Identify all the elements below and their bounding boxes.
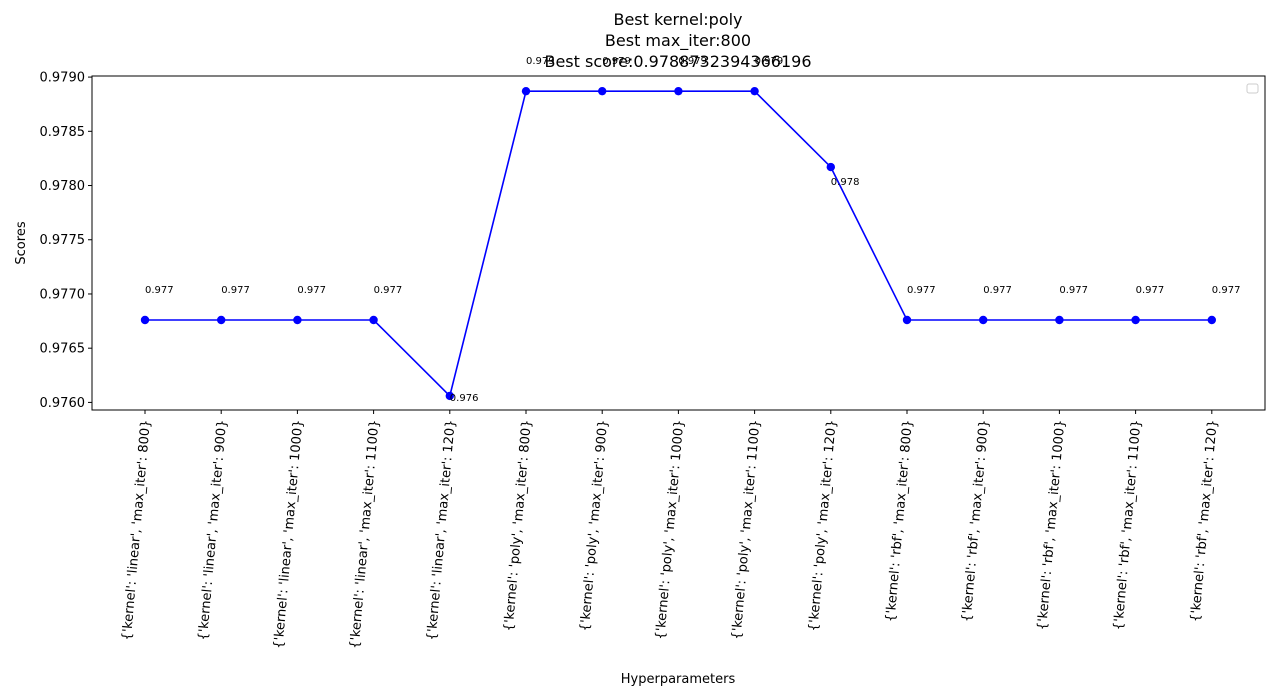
data-label: 0.978 xyxy=(831,177,860,188)
data-label: 0.977 xyxy=(297,285,326,296)
data-label: 0.977 xyxy=(1059,285,1088,296)
x-tick-label: {'kernel': 'rbf', 'max_iter': 800} xyxy=(883,419,916,623)
data-point xyxy=(598,86,607,96)
legend xyxy=(1246,83,1259,94)
data-point xyxy=(979,315,988,325)
data-point xyxy=(445,391,454,401)
y-tick-label: 0.9765 xyxy=(40,342,86,357)
series-line xyxy=(145,90,1212,398)
y-tick-label: 0.9785 xyxy=(40,125,86,140)
data-label: 0.977 xyxy=(983,285,1012,296)
chart-title-line: Best max_iter:800 xyxy=(605,31,751,51)
data-point xyxy=(521,86,531,96)
y-tick-label: 0.9770 xyxy=(40,287,86,302)
data-label: 0.977 xyxy=(221,285,250,296)
data-point xyxy=(902,315,912,325)
x-tick-label: {'kernel': 'rbf', 'max_iter': 1100} xyxy=(1111,419,1144,631)
y-tick-label: 0.9760 xyxy=(40,396,86,411)
data-points xyxy=(140,86,1217,401)
y-axis-label: Scores xyxy=(14,221,29,264)
data-point xyxy=(1131,315,1140,325)
y-tick-label: 0.9790 xyxy=(40,71,86,86)
data-label: 0.979 xyxy=(678,56,707,67)
plot-area xyxy=(91,75,1266,411)
data-label: 0.977 xyxy=(1212,285,1241,296)
x-tick-label: {'kernel': 'linear', 'max_iter': 900} xyxy=(196,419,230,641)
chart-title-line: Best kernel:poly xyxy=(613,10,742,29)
data-point xyxy=(674,86,683,96)
data-label: 0.976 xyxy=(450,393,479,404)
x-tick-label: {'kernel': 'poly', 'max_iter': 120} xyxy=(806,419,839,632)
data-point xyxy=(1055,315,1064,325)
data-label: 0.979 xyxy=(755,56,784,67)
y-tick-label: 0.9775 xyxy=(40,233,86,248)
data-label: 0.977 xyxy=(374,285,403,296)
x-tick-label: {'kernel': 'linear', 'max_iter': 800} xyxy=(120,419,154,641)
data-point xyxy=(140,315,150,325)
data-label: 0.979 xyxy=(602,56,631,67)
series-polyline xyxy=(145,90,1212,398)
y-axis: 0.9760 0.9765 0.9770 0.9775 0.9780 0.9785 0.97… xyxy=(40,71,92,411)
x-tick-label: {'kernel': 'rbf', 'max_iter': 1000} xyxy=(1035,419,1068,631)
data-point xyxy=(369,315,378,325)
data-point xyxy=(826,162,835,172)
x-tick-label: {'kernel': 'poly', 'max_iter': 800} xyxy=(502,419,535,632)
data-label: 0.977 xyxy=(145,285,174,296)
plot-frame xyxy=(91,75,1266,411)
x-tick-label: {'kernel': 'poly', 'max_iter': 1000} xyxy=(653,419,687,640)
y-tick-label: 0.9780 xyxy=(40,179,86,194)
data-point xyxy=(1207,315,1217,325)
x-tick-label: {'kernel': 'rbf', 'max_iter': 900} xyxy=(960,419,993,623)
x-axis: {'kernel': 'linear', 'max_iter': 800} {'k… xyxy=(120,410,1221,650)
data-label: 0.977 xyxy=(1136,285,1165,296)
x-tick-label: {'kernel': 'poly', 'max_iter': 1100} xyxy=(729,419,763,640)
data-label: 0.977 xyxy=(907,285,936,296)
data-point xyxy=(217,315,226,325)
x-tick-label: {'kernel': 'linear', 'max_iter': 1100} xyxy=(348,419,383,649)
chart-title-line: Best score:0.9788732394366196 xyxy=(544,52,811,71)
data-label: 0.979 xyxy=(526,56,555,67)
x-tick-label: {'kernel': 'linear', 'max_iter': 120} xyxy=(425,419,459,641)
x-tick-label: {'kernel': 'linear', 'max_iter': 1000} xyxy=(271,419,306,649)
data-labels: 0.977 0.977 0.977 0.977 0.976 0.979 0.979 0.979… xyxy=(145,56,1240,404)
x-tick-label: {'kernel': 'rbf', 'max_iter': 120} xyxy=(1188,419,1221,623)
data-point xyxy=(750,86,759,96)
x-tick-label: {'kernel': 'poly', 'max_iter': 900} xyxy=(578,419,611,632)
x-axis-label: Hyperparameters xyxy=(621,672,736,687)
data-point xyxy=(293,315,302,325)
